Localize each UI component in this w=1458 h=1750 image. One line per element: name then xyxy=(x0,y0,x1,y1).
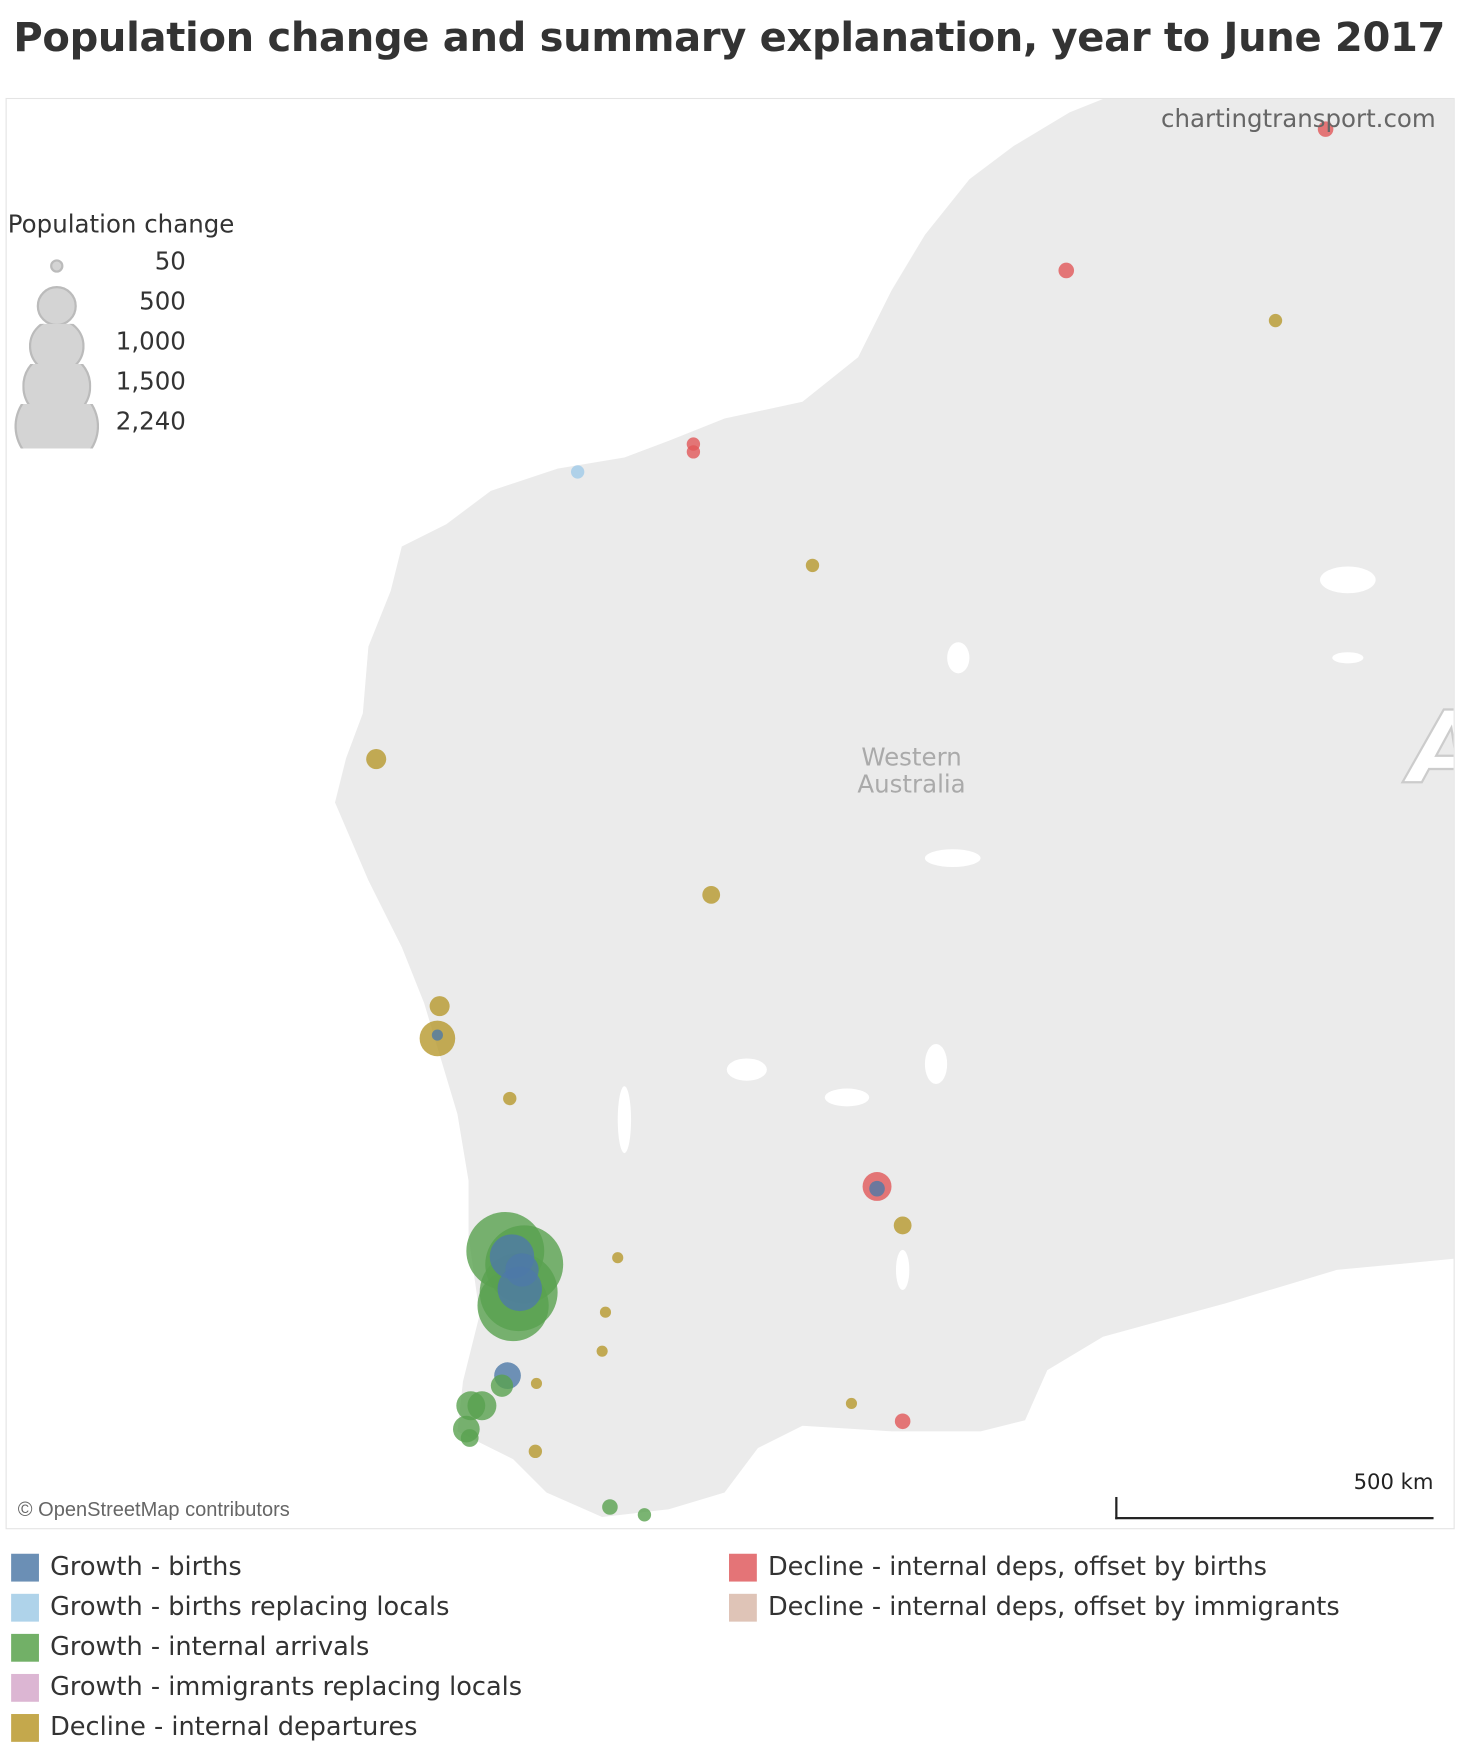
population-bubble xyxy=(570,465,585,479)
land-mass xyxy=(335,99,1454,1518)
legend-swatch-icon xyxy=(11,1713,39,1742)
size-legend-value: 2,240 xyxy=(115,408,186,437)
size-legend-row: 2,240 xyxy=(8,404,186,449)
population-bubble xyxy=(845,1397,858,1410)
legend-item[interactable]: Decline - internal deps, offset by birth… xyxy=(729,1547,1267,1587)
legend-swatch-icon xyxy=(729,1553,757,1582)
population-bubble xyxy=(431,1029,443,1041)
lake xyxy=(1332,652,1364,664)
legend-label: Decline - internal deps, offset by immig… xyxy=(767,1592,1340,1622)
site-credit: chartingtransport.com xyxy=(1161,105,1436,134)
population-bubble xyxy=(497,1266,543,1312)
lake xyxy=(617,1086,632,1154)
legend-item[interactable]: Decline - internal deps, offset by immig… xyxy=(729,1587,1340,1627)
population-bubble xyxy=(1317,121,1334,137)
legend-item[interactable]: Growth - immigrants replacing locals xyxy=(11,1667,522,1707)
size-circle-icon xyxy=(36,286,77,327)
population-bubble xyxy=(366,749,387,770)
size-legend-row: 1,000 xyxy=(8,323,186,369)
size-legend-row: 500 xyxy=(8,284,186,327)
lake xyxy=(924,849,981,868)
population-bubble xyxy=(530,1377,543,1390)
size-circle-icon xyxy=(22,363,92,409)
legend-swatch-icon xyxy=(11,1593,39,1622)
size-legend-value: 500 xyxy=(139,288,186,317)
page-title: Population change and summary explanatio… xyxy=(13,15,1446,62)
population-bubble xyxy=(599,1306,612,1318)
population-bubble xyxy=(869,1180,885,1197)
legend-item[interactable]: Growth - births xyxy=(11,1547,242,1587)
size-circle-icon xyxy=(28,323,85,369)
size-legend-row: 1,500 xyxy=(8,363,186,409)
region-label: Australia xyxy=(857,769,965,798)
population-bubble xyxy=(467,1391,497,1421)
map-attribution[interactable]: © OpenStreetMap contributors xyxy=(17,1498,290,1521)
population-bubble xyxy=(637,1508,652,1522)
legend-item[interactable]: Decline - internal departures xyxy=(11,1707,417,1747)
legend-label: Decline - internal departures xyxy=(50,1712,418,1742)
size-legend-value: 1,000 xyxy=(115,328,186,357)
legend-item[interactable]: Growth - births replacing locals xyxy=(11,1587,449,1627)
legend-swatch-icon xyxy=(729,1593,757,1622)
size-legend-title: Population change xyxy=(7,211,235,240)
size-legend-value: 1,500 xyxy=(115,368,186,397)
region-label: Western xyxy=(861,743,961,772)
legend-swatch-icon xyxy=(11,1673,39,1702)
population-bubble xyxy=(503,1091,517,1106)
legend-swatch-icon xyxy=(11,1553,39,1582)
population-bubble xyxy=(1268,313,1283,328)
population-bubble xyxy=(490,1374,514,1397)
population-bubble xyxy=(612,1252,624,1264)
population-bubble xyxy=(686,445,701,459)
legend-label: Growth - internal arrivals xyxy=(50,1632,370,1662)
legend-item[interactable]: Growth - internal arrivals xyxy=(11,1627,369,1667)
population-bubble xyxy=(429,996,450,1017)
legend-label: Growth - immigrants replacing locals xyxy=(50,1672,523,1702)
scale-label: 500 km xyxy=(1353,1470,1434,1495)
legend-swatch-icon xyxy=(11,1633,39,1662)
population-bubble xyxy=(528,1444,543,1459)
size-circle-icon xyxy=(14,404,100,449)
legend-label: Decline - internal deps, offset by birth… xyxy=(767,1552,1268,1582)
state-edge-label: A xyxy=(1402,689,1454,806)
population-bubble xyxy=(805,558,820,573)
population-bubble xyxy=(1058,262,1075,279)
map[interactable]: WesternAustraliaA chartingtransport.com … xyxy=(5,97,1455,1530)
lake xyxy=(824,1088,870,1107)
population-bubble xyxy=(596,1345,608,1357)
population-bubble xyxy=(893,1216,912,1235)
size-legend: Population change 50 500 1,000 1,500 2,240 xyxy=(7,211,235,449)
population-bubble xyxy=(602,1499,618,1515)
population-bubble xyxy=(894,1413,911,1430)
lake xyxy=(895,1249,910,1290)
lake xyxy=(947,642,970,674)
legend-label: Growth - births xyxy=(50,1552,242,1582)
population-bubble xyxy=(702,885,721,904)
population-bubble xyxy=(460,1429,479,1447)
size-legend-row: 50 xyxy=(8,244,186,284)
size-circle-icon xyxy=(50,259,64,273)
size-legend-value: 50 xyxy=(154,248,186,277)
lake xyxy=(726,1058,767,1081)
lake xyxy=(924,1043,948,1085)
lake xyxy=(1320,566,1376,594)
legend-label: Growth - births replacing locals xyxy=(50,1592,450,1622)
scale-bar: 500 km xyxy=(1115,1470,1434,1520)
